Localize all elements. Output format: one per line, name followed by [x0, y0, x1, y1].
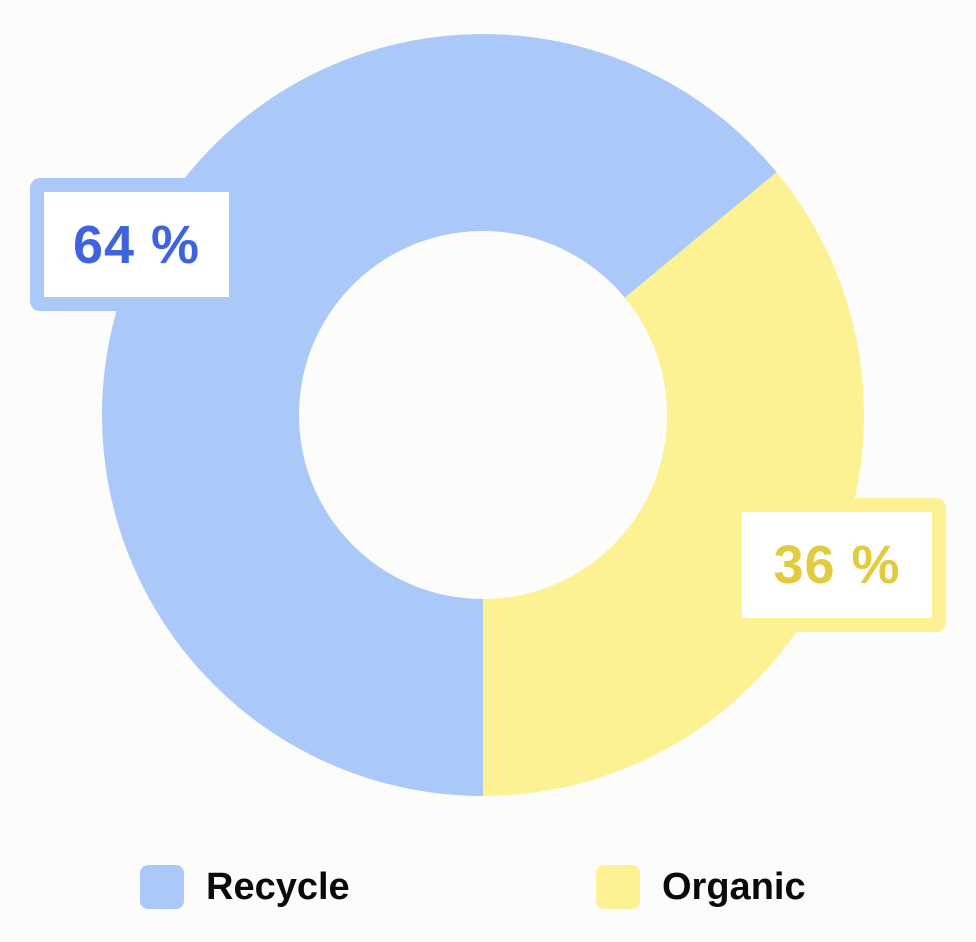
slice-label-recycle: 64 %	[30, 178, 243, 311]
legend-label-recycle: Recycle	[206, 865, 350, 908]
slice-organic	[483, 172, 864, 796]
legend-swatch-recycle	[140, 865, 184, 909]
legend-swatch-organic	[596, 865, 640, 909]
slice-label-recycle-text: 64 %	[72, 214, 201, 275]
legend-item-recycle: Recycle	[140, 862, 350, 912]
slice-label-organic-text: 36 %	[773, 535, 901, 595]
slice-label-organic: 36 %	[728, 498, 946, 632]
slice-recycle	[101, 33, 777, 797]
legend-label-organic: Organic	[662, 865, 806, 908]
legend-item-organic: Organic	[596, 862, 806, 912]
